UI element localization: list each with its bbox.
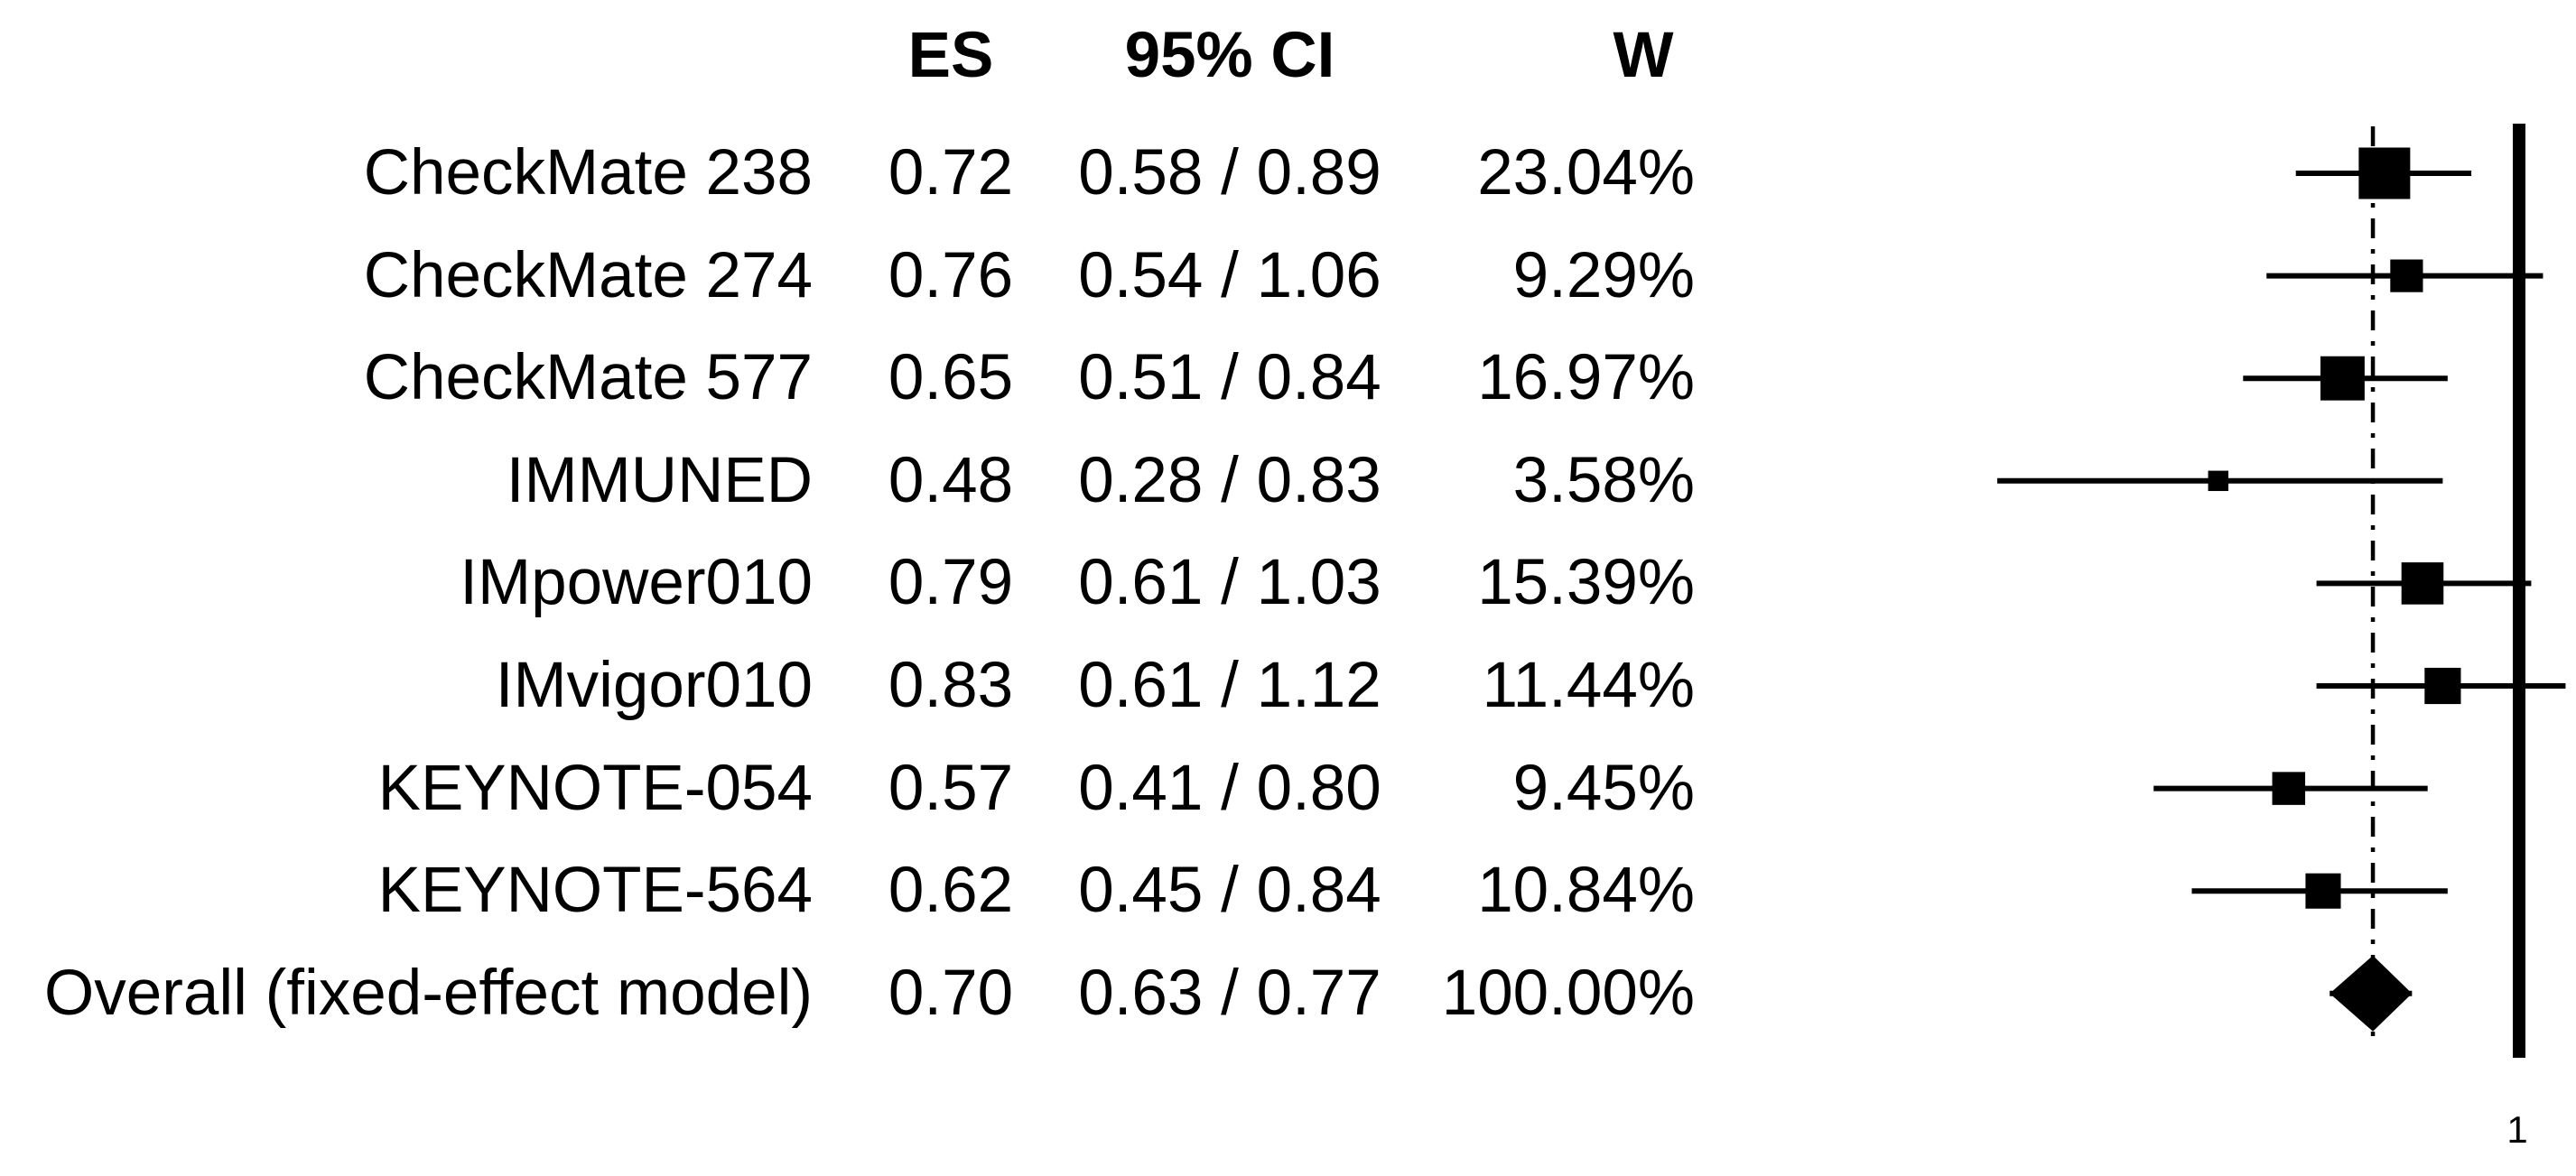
- ci-value: 0.63 / 0.77: [1078, 957, 1381, 1029]
- weight-value: 23.04%: [1477, 137, 1695, 208]
- table-row: IMpower010 0.79 0.61 / 1.03 15.39%: [0, 551, 2576, 616]
- table-row: CheckMate 274 0.76 0.54 / 1.06 9.29%: [0, 239, 2576, 311]
- ci-value: 0.45 / 0.84: [1078, 855, 1381, 927]
- es-value: 0.57: [888, 752, 1014, 824]
- study-label: KEYNOTE-564: [377, 855, 813, 927]
- es-value: 0.48: [888, 444, 1014, 516]
- weight-value: 16.97%: [1477, 342, 1695, 414]
- table-row: IMvigor010 0.83 0.61 / 1.12 11.44%: [0, 653, 2576, 718]
- table-row: KEYNOTE-054 0.57 0.41 / 0.80 9.45%: [0, 752, 2576, 824]
- study-label: IMMUNED: [506, 444, 813, 516]
- weight-value: 3.58%: [1512, 444, 1695, 516]
- table-row: KEYNOTE-564 0.62 0.45 / 0.84 10.84%: [0, 858, 2576, 923]
- ci-value: 0.58 / 0.89: [1078, 137, 1381, 208]
- ci-value: 0.28 / 0.83: [1078, 444, 1381, 516]
- ci-value: 0.54 / 1.06: [1078, 239, 1381, 311]
- table-row: CheckMate 577 0.65 0.51 / 0.84 16.97%: [0, 346, 2576, 411]
- column-header-weight: W: [1613, 20, 1674, 91]
- table-row: IMMUNED 0.48 0.28 / 0.83 3.58%: [0, 444, 2576, 516]
- study-label: IMvigor010: [495, 650, 813, 721]
- study-label: CheckMate 577: [363, 342, 813, 414]
- study-label: Overall (fixed-effect model): [44, 957, 813, 1029]
- weight-value: 9.29%: [1512, 239, 1695, 311]
- study-label: CheckMate 238: [363, 137, 813, 208]
- study-label: CheckMate 274: [363, 239, 813, 311]
- es-value: 0.72: [888, 137, 1014, 208]
- weight-value: 15.39%: [1477, 547, 1695, 619]
- weight-value: 100.00%: [1441, 957, 1695, 1029]
- study-label: KEYNOTE-054: [377, 752, 813, 824]
- es-value: 0.79: [888, 547, 1014, 619]
- es-value: 0.76: [888, 239, 1014, 311]
- axis-tick-label-1: 1: [2506, 1108, 2528, 1151]
- es-value: 0.62: [888, 855, 1014, 927]
- ci-value: 0.51 / 0.84: [1078, 342, 1381, 414]
- ci-value: 0.61 / 1.03: [1078, 547, 1381, 619]
- weight-value: 11.44%: [1482, 650, 1695, 721]
- column-header-ci: 95% CI: [1124, 20, 1335, 91]
- column-header-es: ES: [907, 20, 994, 91]
- es-value: 0.70: [888, 957, 1014, 1029]
- weight-value: 10.84%: [1477, 855, 1695, 927]
- es-value: 0.83: [888, 650, 1014, 721]
- table-row: Overall (fixed-effect model) 0.70 0.63 /…: [0, 957, 2576, 1029]
- ci-value: 0.41 / 0.80: [1078, 752, 1381, 824]
- weight-value: 9.45%: [1512, 752, 1695, 824]
- es-value: 0.65: [888, 342, 1014, 414]
- table-header-row: ES 95% CI W: [0, 23, 2576, 88]
- table-row: CheckMate 238 0.72 0.58 / 0.89 23.04%: [0, 141, 2576, 206]
- study-label: IMpower010: [460, 547, 813, 619]
- ci-value: 0.61 / 1.12: [1078, 650, 1381, 721]
